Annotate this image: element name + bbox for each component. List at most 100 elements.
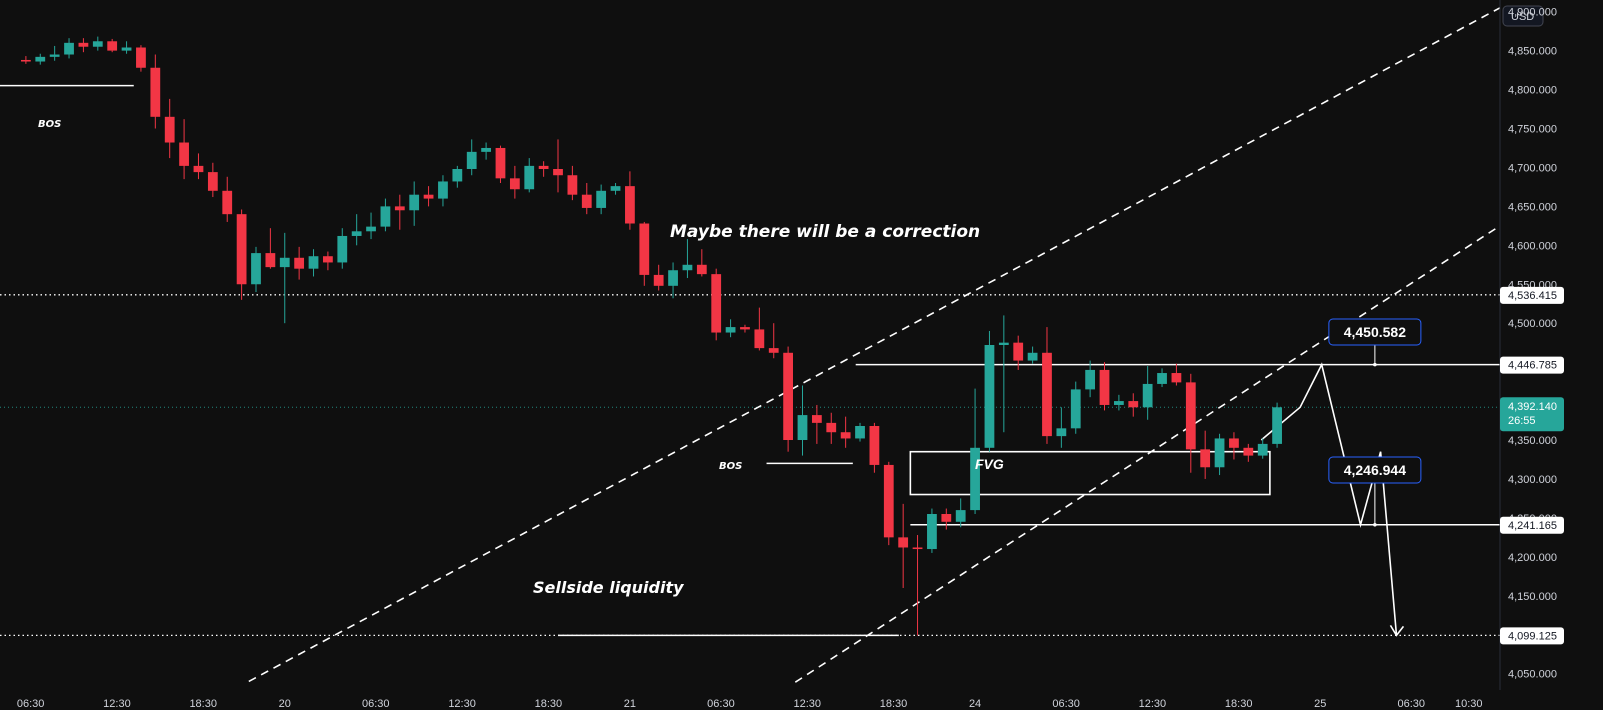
candle-body-7 [121,47,132,51]
time-tick-0: 06:30 [17,698,45,710]
candle-body-34 [509,178,520,190]
callout-label-1: 4,246.944 [1344,462,1406,478]
price-axis-background [1500,0,1603,690]
time-tick-9: 12:30 [793,698,821,710]
callout-box-0 [1328,318,1422,346]
candle-body-75 [1099,369,1110,405]
candle-body-28 [423,194,434,199]
price-tick-14: 4,200.000 [1508,552,1557,564]
candle-body-11 [179,142,189,166]
currency-button[interactable] [1502,5,1544,27]
candle-body-81 [1185,382,1196,450]
candle-body-3 [64,42,74,55]
price-tick-2: 4,800.000 [1508,85,1557,97]
candle-body-56 [826,422,837,433]
annotations-layer: Maybe there will be a correction Sellsid… [38,119,1004,597]
candle-body-33 [495,147,506,179]
time-tick-6: 18:30 [535,698,563,710]
time-tick-17: 10:30 [1455,698,1483,710]
price-tick-17: 4,050.000 [1508,669,1557,681]
time-axis: 06:30 12:30 18:30 20 06:30 12:30 18:30 21 06:30 1… [0,690,1500,710]
candle-body-54 [797,415,808,441]
callout-dot-0 [1373,362,1377,367]
price-tick-1: 4,850.000 [1508,46,1557,58]
candle-body-71 [1042,352,1052,437]
candle-body-46 [682,264,693,271]
level-tag-0 [1500,286,1564,304]
candle-body-24 [366,226,376,232]
candle-body-85 [1243,447,1254,456]
time-tick-1: 12:30 [103,698,131,710]
candle-body-6 [107,41,118,51]
price-tick-15: 4,150.000 [1508,591,1557,603]
candle-body-62 [912,547,923,550]
candle-body-16 [251,253,261,285]
candle-body-86 [1257,443,1268,456]
time-tick-5: 12:30 [448,698,476,710]
candle-body-74 [1085,369,1096,390]
candle-body-32 [481,147,491,152]
candle-body-36 [538,165,549,169]
candle-body-44 [653,274,664,286]
candle-body-60 [883,464,894,538]
time-axis-background [0,690,1500,710]
candle-body-10 [164,116,175,143]
candle-body-8 [136,47,146,68]
callout-label-0: 4,450.582 [1344,324,1406,340]
candle-body-58 [855,425,865,439]
candle-body-37 [553,168,563,176]
bos-label-mid: BOS [719,461,742,472]
drawings-layer: 4,450.582 4,246.944 [0,7,1501,683]
candle-body-69 [1013,342,1024,361]
time-tick-13: 12:30 [1139,698,1167,710]
candle-body-84 [1229,438,1239,448]
candle-body-77 [1128,401,1139,408]
candle-body-26 [394,206,405,211]
level-tag-text-4: 4,099.125 [1508,630,1557,642]
time-tick-11: 24 [969,698,981,710]
level-tag-3 [1500,516,1564,534]
candle-body-13 [207,172,218,191]
candle-body-57 [840,432,851,439]
candle-body-45 [668,270,678,286]
candle-body-59 [869,425,880,465]
candle-body-49 [725,327,736,333]
time-tick-12: 06:30 [1052,698,1080,710]
candle-body-63 [927,513,937,550]
candle-body-50 [740,327,750,330]
price-tick-12: 4,300.000 [1508,474,1557,486]
candle-body-55 [811,415,822,423]
candle-body-0 [20,59,31,62]
candle-body-80 [1171,373,1182,383]
correction-annotation: Maybe there will be a correction [670,222,980,242]
candle-body-22 [337,235,348,263]
bos-label-left: BOS [38,119,61,130]
candle-body-67 [984,345,995,448]
time-tick-16: 06:30 [1398,698,1426,710]
candle-body-27 [409,194,420,211]
fvg-label: FVG [975,456,1004,472]
candle-body-73 [1070,389,1081,429]
candle-body-25 [380,206,391,227]
price-tick-8: 4,500.000 [1508,318,1557,330]
candle-body-47 [696,264,707,275]
candle-body-78 [1142,383,1153,408]
candle-body-79 [1157,373,1167,384]
candle-body-70 [1027,352,1038,361]
candle-body-66 [970,447,980,511]
level-tag-1 [1500,356,1564,374]
candle-body-5 [92,41,103,47]
time-tick-2: 18:30 [189,698,217,710]
candle-body-87 [1272,407,1282,444]
current-price-value: 4,392.140 [1508,401,1557,413]
callout-dot-1 [1373,522,1377,527]
time-tick-10: 18:30 [880,698,908,710]
current-price-tag [1500,397,1564,432]
level-tag-text-1: 4,446.785 [1508,360,1557,372]
candle-body-48 [711,274,722,333]
fvg-box [909,450,1271,496]
candle-body-39 [581,194,592,208]
candle-body-42 [625,186,635,224]
candle-body-72 [1056,428,1067,437]
